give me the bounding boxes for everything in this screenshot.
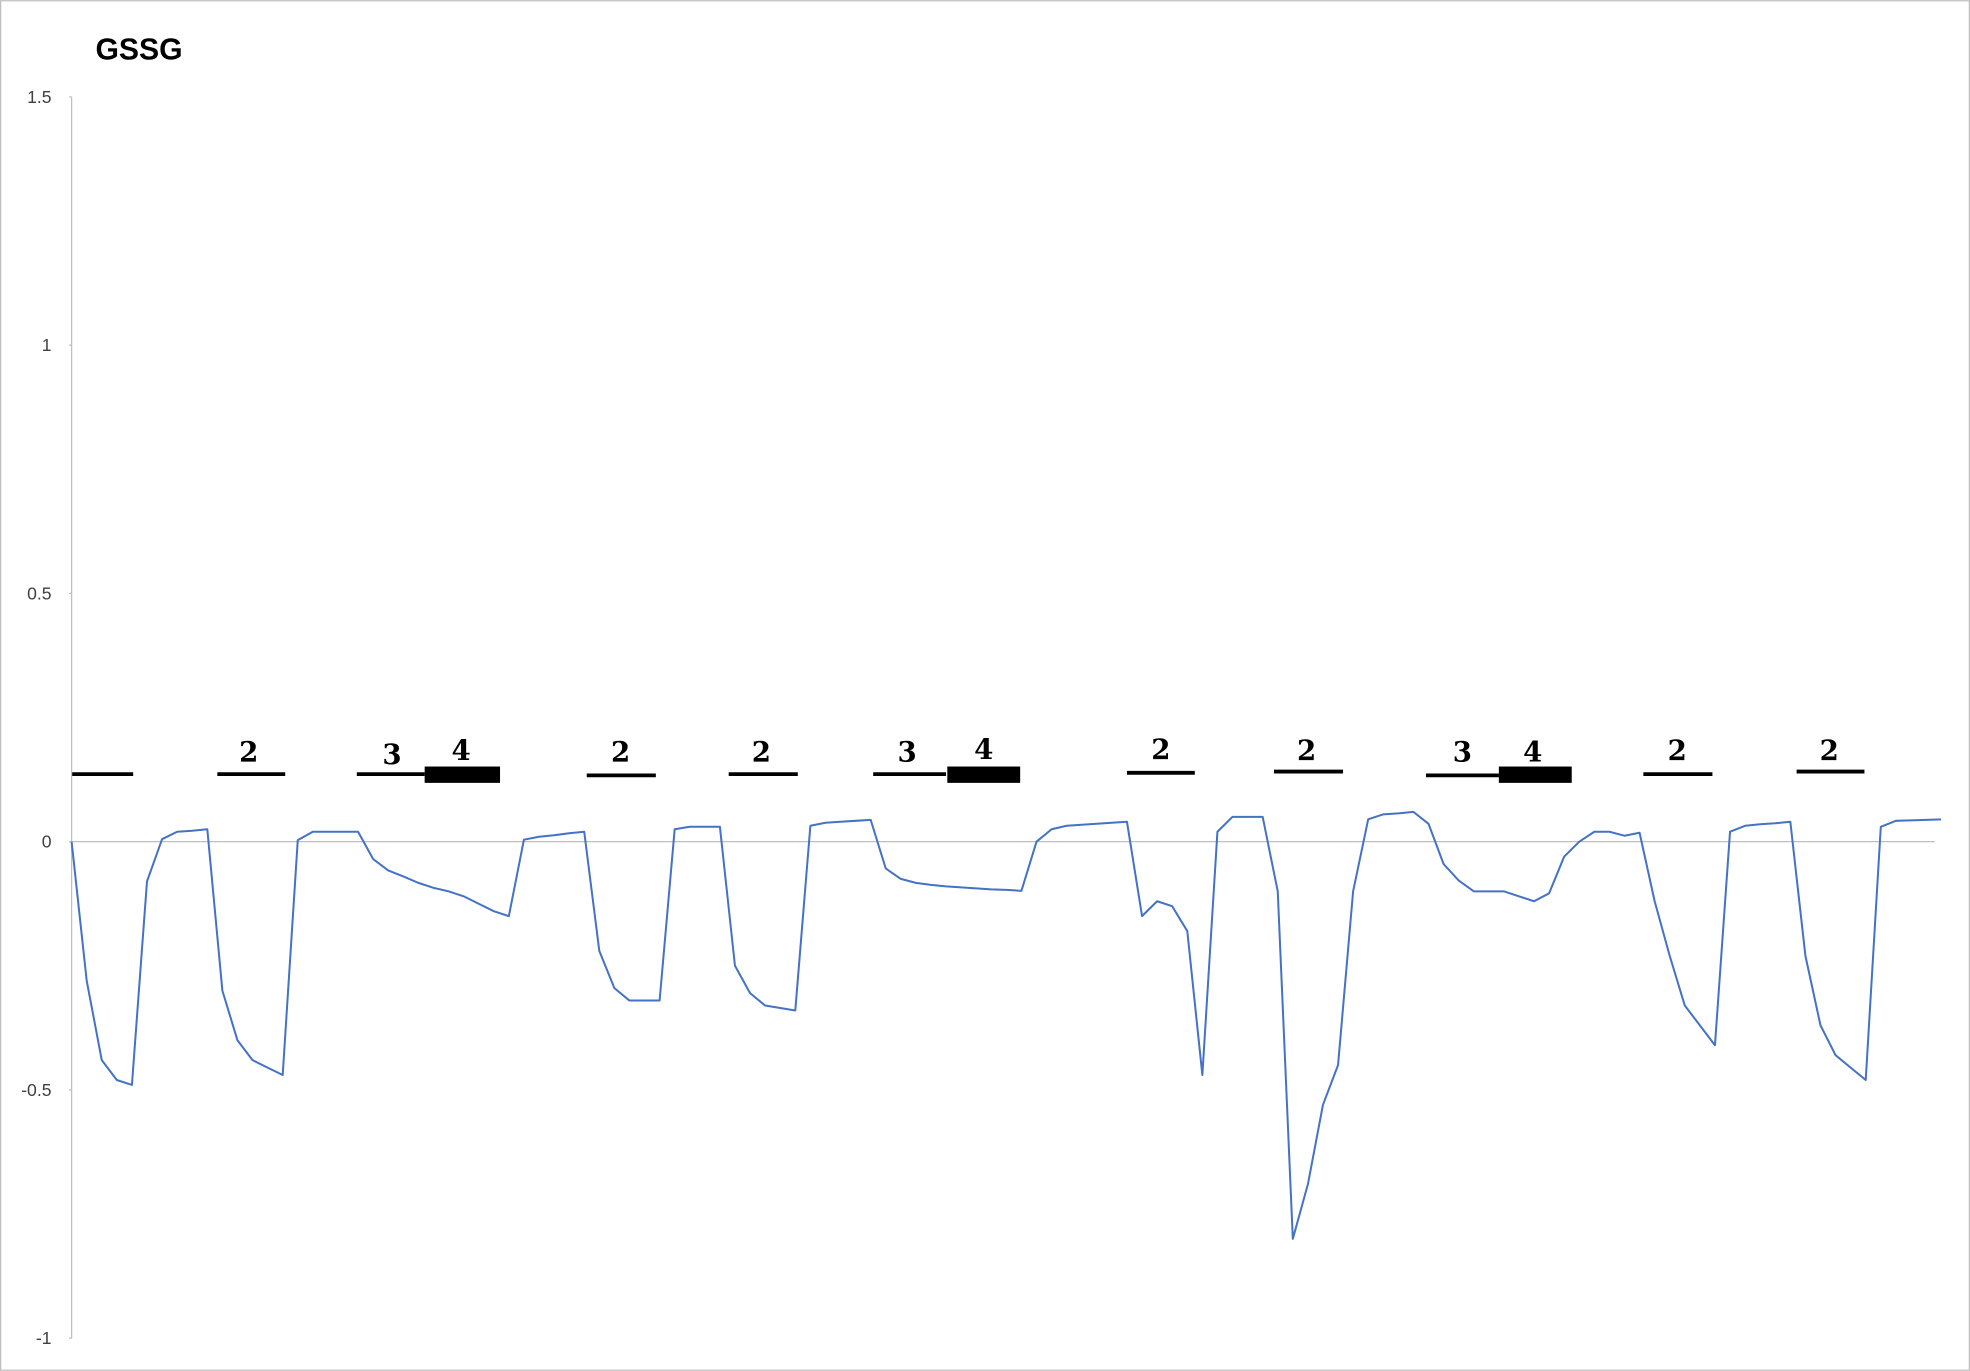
treatment-label: 3 (897, 736, 916, 769)
y-tick-label: -0.5 (21, 1080, 52, 1100)
treatment-label: 3 (1453, 736, 1472, 769)
treatment-label: 2 (611, 736, 630, 769)
treatment-bar (1498, 766, 1572, 783)
treatment-label: 2 (1820, 734, 1839, 767)
treatment-label: 2 (752, 736, 771, 769)
y-tick-label: 0.5 (27, 583, 52, 603)
treatment-label: 4 (451, 734, 470, 767)
y-tick-label: -1 (36, 1328, 52, 1348)
treatment-label: 2 (1668, 734, 1687, 767)
y-tick-label: 0 (42, 832, 52, 852)
y-tick-label: 1 (42, 335, 52, 355)
treatment-label: 4 (974, 733, 993, 766)
chart-title: GSSG (95, 34, 182, 67)
y-tick-label: 1.5 (27, 87, 52, 107)
data-line (70, 810, 1942, 1240)
treatment-bar (424, 766, 501, 783)
treatment-label: 2 (239, 736, 258, 769)
treatment-label: 2 (1297, 734, 1316, 767)
annotations: 2 3 4 2 2 3 4 2 2 3 4 2 2 (71, 733, 1865, 783)
treatment-label: 4 (1523, 736, 1542, 769)
treatment-label: 3 (382, 738, 401, 771)
treatment-label: 2 (1151, 733, 1170, 766)
treatment-bar (947, 766, 1021, 783)
